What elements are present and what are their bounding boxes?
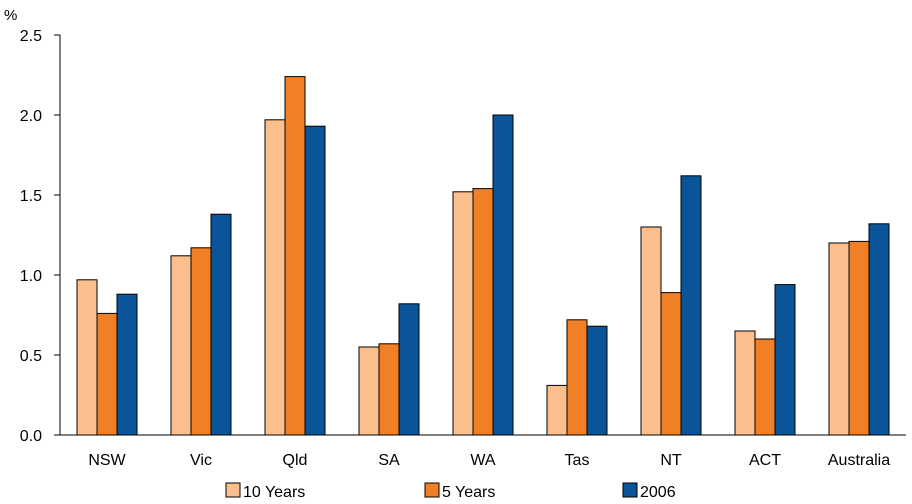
bar-vic-5-years [190, 247, 212, 436]
x-tick-label: Vic [190, 452, 212, 469]
x-tick-label: Australia [828, 452, 890, 469]
x-tick-label: WA [470, 452, 496, 469]
x-tick-label: Tas [565, 452, 590, 469]
bars [76, 76, 890, 436]
bar-qld-5-years [284, 76, 306, 436]
bar-vic-10-years [170, 255, 192, 436]
x-tick-label: NT [660, 452, 682, 469]
legend-swatch [622, 482, 638, 498]
bar-sa-10-years [358, 346, 380, 436]
legend-label: 10 Years [243, 484, 305, 501]
bar-wa-2006 [492, 114, 514, 436]
bar-nt-10-years [640, 226, 662, 436]
y-tick-label: 1.5 [20, 188, 42, 205]
y-tick-label: 0.0 [20, 428, 42, 445]
x-tick-label: Qld [283, 452, 308, 469]
legend-swatch [424, 482, 440, 498]
bar-nsw-10-years [76, 279, 98, 436]
bar-nt-2006 [680, 175, 702, 436]
y-tick-label: 2.5 [20, 28, 42, 45]
y-axis-labels: 0.0 0.5 1.0 1.5 2.0 2.5% [4, 7, 42, 445]
bar-tas-10-years [546, 384, 568, 436]
legend-swatch [225, 482, 241, 498]
bar-australia-2006 [868, 223, 890, 436]
bar-sa-5-years [378, 343, 400, 436]
legend-label: 5 Years [442, 484, 495, 501]
bar-nt-5-years [660, 292, 682, 436]
bar-tas-2006 [586, 325, 608, 436]
bar-tas-5-years [566, 319, 588, 436]
bar-nsw-5-years [96, 312, 118, 436]
bar-australia-5-years [848, 240, 870, 436]
bar-qld-2006 [304, 125, 326, 436]
y-tick-label: 1.0 [20, 268, 42, 285]
bar-act-5-years [754, 338, 776, 436]
legend-label: 2006 [640, 484, 676, 501]
bar-nsw-2006 [116, 293, 138, 436]
legend: 10 Years 5 Years 2006 [225, 482, 676, 501]
x-tick-label: ACT [749, 452, 781, 469]
bar-act-2006 [774, 284, 796, 436]
bar-wa-5-years [472, 188, 494, 436]
bar-vic-2006 [210, 213, 232, 436]
y-tick-label: 0.5 [20, 348, 42, 365]
y-tick-label: 2.0 [20, 108, 42, 125]
x-axis-labels: NSW Vic Qld SA WA Tas NT ACT Australia [88, 452, 890, 469]
bar-sa-2006 [398, 303, 420, 436]
bar-australia-10-years [828, 242, 850, 436]
x-tick-label: SA [378, 452, 400, 469]
bar-act-10-years [734, 330, 756, 436]
y-axis-unit-label: % [4, 7, 17, 24]
bar-qld-10-years [264, 119, 286, 436]
x-tick-label: NSW [88, 452, 126, 469]
bar-wa-10-years [452, 191, 474, 436]
